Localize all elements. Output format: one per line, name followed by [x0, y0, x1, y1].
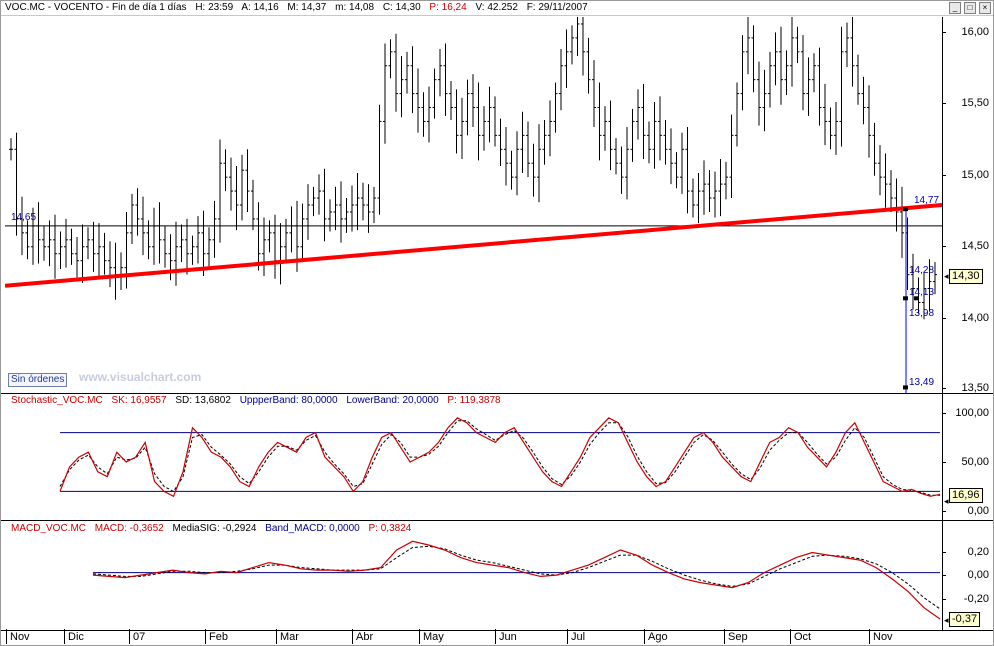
stoch-lower: LowerBand: 20,0000 [346, 395, 439, 406]
macd-signal-line [92, 545, 941, 610]
stoch-sk: SK: 16,9557 [111, 395, 167, 406]
macd-p: P: 0,3824 [368, 523, 412, 534]
x-tick-label: Nov [6, 629, 30, 644]
date-label: F: 29/11/2007 [526, 2, 588, 13]
macd-tick: -0,20 [942, 593, 993, 605]
panel-divider [1, 630, 993, 631]
x-tick-label: Sep [724, 629, 748, 644]
price-panel[interactable] [5, 17, 942, 393]
macd-band: Band_MACD: 0,0000 [265, 523, 360, 534]
last-price-arrow-icon: ◂ [944, 271, 949, 281]
stoch-tick: 0,00 [942, 505, 993, 517]
fib-marker [903, 296, 908, 301]
stoch-label: Stochastic_VOC.MC SK: 16,9557 SD: 13,680… [11, 395, 507, 406]
price-tick: 14,00 [942, 312, 993, 324]
x-tick-label: Oct [789, 629, 812, 644]
macd-name: MACD_VOC.MC [11, 523, 87, 534]
macd-tick: 0,20 [942, 546, 993, 558]
minimize-button[interactable]: _ [949, 2, 961, 14]
stoch-chart [59, 417, 941, 498]
x-tick-label: 07 [128, 629, 146, 644]
stoch-sd: SD: 13,6802 [175, 395, 231, 406]
x-tick-label: Dic [64, 629, 84, 644]
min-label: m: 14,08 [335, 2, 375, 13]
x-tick-label: Mar [276, 629, 299, 644]
fib-annotation-5: 13,49 [909, 377, 935, 388]
macd-sig: MediaSIG: -0,2924 [172, 523, 257, 534]
trendline [5, 203, 942, 288]
macd-panel[interactable] [5, 535, 942, 629]
fib-annotation-1: 14,77 [914, 195, 940, 206]
stoch-name: Stochastic_VOC.MC [11, 395, 103, 406]
max-label: M: 14,37 [287, 2, 327, 13]
macd-line [92, 540, 941, 620]
time-label: H: 23:59 [195, 2, 234, 13]
x-tick-label: Ago [644, 629, 668, 644]
x-tick-label: Jul [566, 629, 586, 644]
price-axis: 16,00 15,50 15,00 14,50 14,00 13,50 [942, 17, 993, 394]
macd-tick: 0,00 [942, 569, 993, 581]
orders-button[interactable]: Sin órdenes [8, 373, 68, 387]
stoch-upper: UppperBand: 80,0000 [239, 395, 338, 406]
price-tick: 14,50 [942, 240, 993, 252]
fib-annotation-3: 14,13 [909, 287, 935, 298]
x-tick-label: May [419, 629, 444, 644]
fib-annotation-4: 13,98 [909, 308, 935, 319]
macd-axis: 0,20 0,00 -0,20 [942, 521, 993, 630]
x-tick-label: Jun [495, 629, 517, 644]
stoch-sd-line [59, 420, 940, 496]
price-tick: 13,50 [942, 382, 993, 394]
title-bar[interactable]: VOC.MC - VOCENTO - Fin de día 1 días H: … [1, 1, 993, 16]
panel-divider [1, 520, 993, 521]
macd-value: MACD: -0,3652 [94, 523, 164, 534]
fib-annotation-2: 14,28 [909, 265, 935, 276]
stoch-tick: 50,00 [942, 456, 993, 468]
stoch-axis: 100,00 50,00 0,00 [942, 394, 993, 520]
macd-last-arrow-icon: ◂ [944, 615, 949, 625]
x-tick-label: Feb [205, 629, 228, 644]
stoch-last-badge: 16,96 [949, 488, 983, 503]
macd-last-badge: -0,37 [949, 612, 981, 627]
fib-marker [903, 385, 908, 390]
p-label: P: 16,24 [429, 2, 467, 13]
volume-label: V: 42.252 [475, 2, 518, 13]
symbol-label: VOC.MC - VOCENTO - Fin de día 1 días [5, 2, 187, 13]
stoch-last-arrow-icon: ◂ [944, 496, 949, 506]
x-tick-label: Abr [351, 629, 374, 644]
stoch-sk-line [59, 417, 941, 498]
close-button[interactable]: × [979, 2, 991, 14]
last-price-badge: 14,30 [949, 269, 983, 284]
window-controls: _ □ × [949, 2, 991, 14]
fib-marker [914, 296, 919, 301]
fib-marker [903, 207, 908, 212]
x-axis: Nov Dic 07 Feb Mar Abr May Jun Jul Ago S… [5, 629, 942, 645]
stoch-p: P: 119,3878 [447, 395, 501, 406]
stoch-tick: 100,00 [942, 407, 993, 419]
open-label: A: 14,16 [241, 2, 279, 13]
price-tick: 16,00 [942, 26, 993, 38]
x-tick-label: Nov [869, 629, 893, 644]
price-tick: 15,50 [942, 97, 993, 109]
stoch-panel[interactable] [5, 407, 942, 519]
macd-label: MACD_VOC.MC MACD: -0,3652 MediaSIG: -0,2… [11, 523, 417, 534]
watermark: www.visualchart.com [79, 370, 202, 384]
panel-divider [1, 393, 993, 394]
close-label: C: 14,30 [382, 2, 421, 13]
price-tick: 15,00 [942, 169, 993, 181]
maximize-button[interactable]: □ [964, 2, 976, 14]
price-chart [5, 17, 942, 393]
macd-chart [92, 540, 941, 620]
hline-label: 14,65 [11, 212, 37, 223]
